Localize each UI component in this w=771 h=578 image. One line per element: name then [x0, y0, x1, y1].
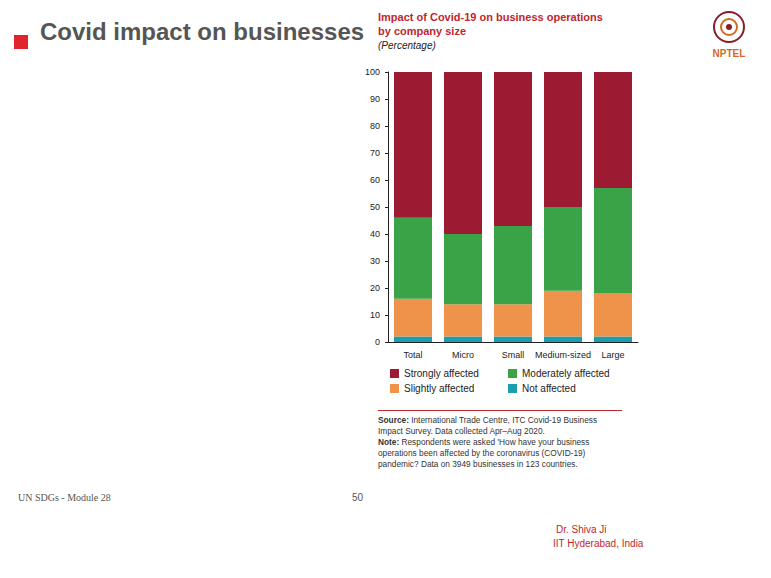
svg-text:Micro: Micro	[452, 350, 474, 360]
svg-text:100: 100	[365, 67, 380, 77]
html-text:Moderately affected: Moderately affected	[522, 368, 610, 379]
svg-text:70: 70	[370, 148, 380, 158]
html-text:Source: International Trade Ce: Source: International Trade Centre, ITC …	[378, 415, 597, 436]
svg-text:90: 90	[370, 94, 380, 104]
svg-text:50: 50	[370, 202, 380, 212]
svg-text:40: 40	[370, 229, 380, 239]
svg-text:Medium-sized: Medium-sized	[535, 350, 591, 360]
html-text:Dr. Shiva Ji: Dr. Shiva Ji	[556, 524, 607, 535]
svg-text:Small: Small	[502, 350, 525, 360]
svg-text:80: 80	[370, 121, 380, 131]
svg-text:20: 20	[370, 283, 380, 293]
svg-text:30: 30	[370, 256, 380, 266]
svg-text:Large: Large	[601, 350, 624, 360]
svg-text:Total: Total	[403, 350, 422, 360]
html-text:Covid impact on businesses: Covid impact on businesses	[40, 18, 365, 45]
html-text:Not affected: Not affected	[522, 383, 576, 394]
html-text:(Percentage): (Percentage)	[378, 40, 436, 51]
svg-text:60: 60	[370, 175, 380, 185]
html-text:Strongly affected: Strongly affected	[404, 368, 479, 379]
html-text:50: 50	[352, 492, 364, 503]
svg-text:10: 10	[370, 310, 380, 320]
html-text:IIT Hyderabad, India: IIT Hyderabad, India	[553, 538, 644, 549]
html-text:Impact of Covid-19 on business: Impact of Covid-19 on business operation…	[378, 11, 603, 37]
html-text:Note: Respondents were asked ': Note: Respondents were asked 'How have y…	[378, 437, 590, 469]
svg-text:0: 0	[375, 337, 380, 347]
html-text:Slightly affected: Slightly affected	[404, 383, 475, 394]
html-text:UN SDGs - Module 28: UN SDGs - Module 28	[18, 492, 111, 503]
html-text:NPTEL: NPTEL	[712, 48, 746, 59]
